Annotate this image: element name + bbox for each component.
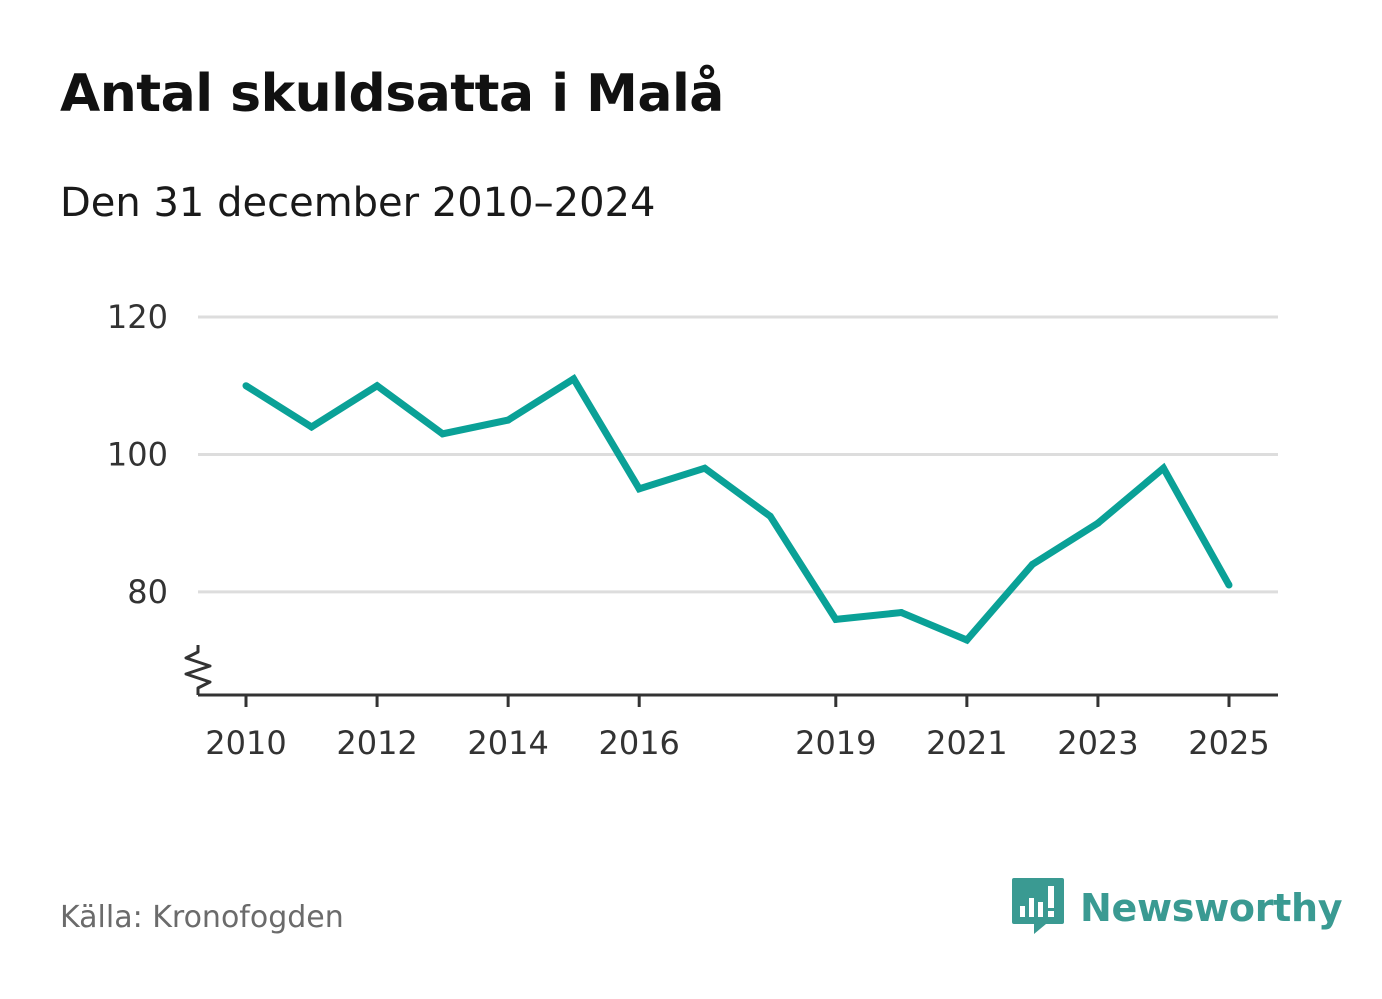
data-point-2010 [242, 382, 250, 390]
newsworthy-logo-icon [1010, 876, 1066, 940]
data-point-2011 [308, 423, 316, 431]
line-chart: 80 100 120 2010 2012 2014 2016 2019 2021 2023 202… [107, 298, 1278, 762]
x-tick-label: 2025 [1188, 724, 1269, 762]
chart-title: Antal skuldsatta i Malå [60, 64, 724, 124]
data-point-2016 [635, 485, 643, 493]
chart-subtitle: Den 31 december 2010–2024 [60, 180, 656, 226]
data-point-2019 [832, 615, 840, 623]
x-tick-label: 2019 [795, 724, 876, 762]
y-tick-label: 120 [107, 298, 168, 336]
x-tick-label: 2012 [336, 724, 417, 762]
x-tick-label: 2014 [467, 724, 548, 762]
data-point-2023 [1094, 519, 1102, 527]
data-point-2017 [701, 464, 709, 472]
x-tick-label: 2010 [205, 724, 286, 762]
data-point-2025 [1225, 581, 1233, 589]
x-tick-label: 2016 [598, 724, 679, 762]
series [242, 373, 1233, 645]
y-tick-label: 100 [107, 435, 168, 473]
data-point-2024 [1159, 464, 1167, 472]
x-tick-label: 2023 [1057, 724, 1138, 762]
y-tick-label: 80 [127, 573, 168, 611]
series-line [244, 373, 1233, 645]
brand[interactable]: Newsworthy [1010, 876, 1343, 940]
data-point-2012 [373, 382, 381, 390]
data-point-2015 [570, 375, 578, 383]
axis-break-mark [184, 645, 212, 695]
grid-lines [198, 315, 1278, 594]
data-point-2020 [897, 609, 905, 617]
brand-name: Newsworthy [1080, 886, 1343, 930]
x-axis [184, 645, 1278, 697]
data-point-2018 [766, 512, 774, 520]
data-point-2013 [439, 430, 447, 438]
x-tick-label: 2021 [926, 724, 1007, 762]
source-note: Källa: Kronofogden [60, 900, 344, 935]
x-axis-ticks: 2010 2012 2014 2016 2019 2021 2023 2025 [205, 695, 1270, 762]
data-point-2022 [1028, 560, 1036, 568]
y-axis-ticks: 80 100 120 [107, 298, 168, 611]
data-point-2014 [504, 416, 512, 424]
data-point-2021 [963, 636, 971, 644]
